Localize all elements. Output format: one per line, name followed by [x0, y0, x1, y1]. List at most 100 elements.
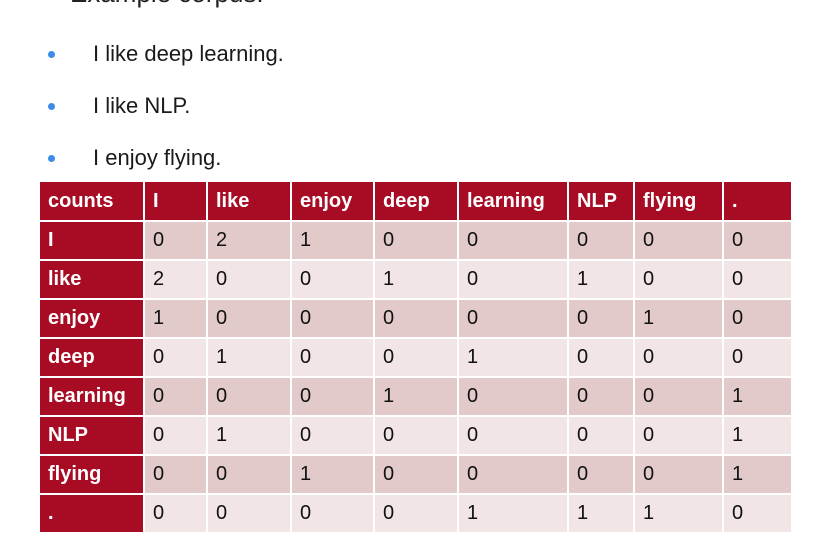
column-header: learning — [458, 182, 569, 222]
table-cell: 1 — [207, 338, 292, 378]
table-cell: 1 — [207, 416, 292, 456]
table-cell: 0 — [634, 455, 724, 495]
table-cell: 0 — [568, 416, 635, 456]
table-cell: 0 — [458, 260, 569, 300]
corpus-bullet-list: I like deep learning. I like NLP. I enjo… — [48, 28, 284, 184]
column-header: I — [144, 182, 208, 222]
row-header: deep — [40, 338, 145, 378]
table-row: learning 0 0 0 1 0 0 0 1 — [40, 377, 793, 417]
table-cell: 0 — [458, 455, 569, 495]
table-cell: 0 — [568, 221, 635, 261]
table-cell: 1 — [374, 377, 459, 417]
cooccurrence-table: counts I like enjoy deep learning NLP fl… — [40, 182, 793, 534]
table-cell: 1 — [374, 260, 459, 300]
bullet-dot-icon — [48, 50, 55, 58]
table-cell: 0 — [144, 221, 208, 261]
table-cell: 0 — [568, 377, 635, 417]
table-cell: 1 — [723, 416, 793, 456]
table-row: deep 0 1 0 0 1 0 0 0 — [40, 338, 793, 378]
table-cell: 0 — [144, 377, 208, 417]
table-row: like 2 0 0 1 0 1 0 0 — [40, 260, 793, 300]
bullet-item: I enjoy flying. — [48, 132, 284, 184]
table-cell: 0 — [144, 494, 208, 534]
row-header: learning — [40, 377, 145, 417]
table-cell: 1 — [291, 221, 375, 261]
table-cell: 0 — [723, 494, 793, 534]
table-cell: 0 — [723, 299, 793, 339]
table-cell: 1 — [568, 260, 635, 300]
row-header: NLP — [40, 416, 145, 456]
table-cell: 1 — [634, 299, 724, 339]
table-cell: 0 — [374, 221, 459, 261]
column-header: deep — [374, 182, 459, 222]
row-header: like — [40, 260, 145, 300]
column-header: . — [723, 182, 793, 222]
table-body: I 0 2 1 0 0 0 0 0 like 2 0 0 1 0 1 0 0 enjoy 1 0 0 0 0 0 1 0 deep 0 1… — [40, 221, 793, 534]
table-cell: 0 — [374, 416, 459, 456]
table-cell: 0 — [634, 221, 724, 261]
table-cell: 0 — [291, 377, 375, 417]
table-row: enjoy 1 0 0 0 0 0 1 0 — [40, 299, 793, 339]
bullet-dot-icon — [48, 154, 55, 162]
table-cell: 0 — [144, 338, 208, 378]
table-cell: 0 — [144, 455, 208, 495]
table-cell: 0 — [291, 338, 375, 378]
table-cell: 1 — [723, 455, 793, 495]
bullet-item: I like NLP. — [48, 80, 284, 132]
bullet-dot-icon — [48, 102, 55, 110]
bullet-text: I like deep learning. — [93, 41, 284, 66]
table-cell: 1 — [723, 377, 793, 417]
table-cell: 2 — [207, 221, 292, 261]
table-cell: 0 — [458, 221, 569, 261]
row-header: I — [40, 221, 145, 261]
table-cell: 0 — [723, 260, 793, 300]
table-row: flying 0 0 1 0 0 0 0 1 — [40, 455, 793, 495]
bullet-text: I enjoy flying. — [93, 145, 222, 170]
table-cell: 0 — [568, 455, 635, 495]
table-cell: 0 — [374, 338, 459, 378]
table-cell: 0 — [634, 416, 724, 456]
bullet-text: I like NLP. — [93, 93, 191, 118]
column-header: flying — [634, 182, 724, 222]
table-cell: 0 — [207, 494, 292, 534]
table-cell: 1 — [458, 494, 569, 534]
column-header: enjoy — [291, 182, 375, 222]
table-cell: 0 — [458, 299, 569, 339]
table-cell: 0 — [568, 338, 635, 378]
table-cell: 0 — [291, 260, 375, 300]
table-cell: 0 — [634, 260, 724, 300]
table-cell: 0 — [374, 299, 459, 339]
table-cell: 1 — [458, 338, 569, 378]
table-cell: 0 — [568, 299, 635, 339]
table-row: NLP 0 1 0 0 0 0 0 1 — [40, 416, 793, 456]
table-cell: 0 — [374, 455, 459, 495]
row-header: enjoy — [40, 299, 145, 339]
table-cell: 1 — [144, 299, 208, 339]
column-header: NLP — [568, 182, 635, 222]
table-cell: 1 — [568, 494, 635, 534]
table-cell: 0 — [144, 416, 208, 456]
table-cell: 0 — [634, 338, 724, 378]
table-corner-cell: counts — [40, 182, 145, 222]
table-cell: 0 — [723, 221, 793, 261]
table-cell: 0 — [458, 377, 569, 417]
table-cell: 0 — [207, 455, 292, 495]
table-cell: 1 — [291, 455, 375, 495]
table-cell: 0 — [207, 377, 292, 417]
slide-heading: Example corpus: — [70, 0, 264, 9]
table-cell: 2 — [144, 260, 208, 300]
table-cell: 0 — [291, 416, 375, 456]
column-header: like — [207, 182, 292, 222]
table-header-row: counts I like enjoy deep learning NLP fl… — [40, 182, 793, 222]
table-cell: 0 — [634, 377, 724, 417]
table-cell: 1 — [634, 494, 724, 534]
table-cell: 0 — [291, 494, 375, 534]
row-header: flying — [40, 455, 145, 495]
bullet-item: I like deep learning. — [48, 28, 284, 80]
table-cell: 0 — [374, 494, 459, 534]
row-header: . — [40, 494, 145, 534]
table-cell: 0 — [723, 338, 793, 378]
table-cell: 0 — [207, 260, 292, 300]
